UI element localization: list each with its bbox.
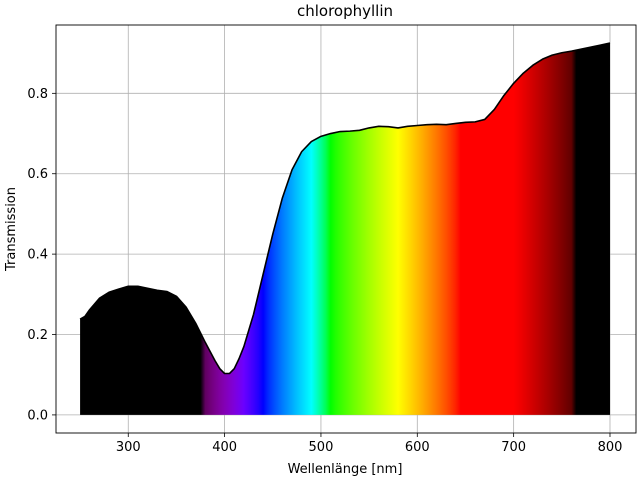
plot-area (79, 42, 611, 415)
transmission-line (79, 42, 611, 375)
y-tick-label: 0.6 (27, 167, 48, 182)
axes-frame (55, 24, 637, 434)
y-tick-label: 0.8 (27, 87, 48, 102)
x-tick-label: 600 (405, 440, 430, 455)
spectrum-fill-area (80, 43, 610, 415)
y-tick-label: 0.0 (27, 408, 48, 423)
chart-title: chlorophyllin (297, 2, 393, 20)
y-tick-label: 0.2 (27, 328, 48, 343)
x-tick-label: 700 (501, 440, 526, 455)
x-tick-label: 300 (116, 440, 141, 455)
x-tick-label: 800 (598, 440, 623, 455)
x-tick-label: 400 (212, 440, 237, 455)
x-axis-label: Wellenlänge [nm] (288, 462, 403, 477)
y-axis-label: Transmission (4, 187, 19, 272)
axis-ticks: 300 400 500 600 700 800 0.0 0.2 0.4 0.6 0.8 (27, 87, 622, 455)
y-tick-label: 0.4 (27, 248, 48, 263)
x-tick-label: 500 (309, 440, 334, 455)
